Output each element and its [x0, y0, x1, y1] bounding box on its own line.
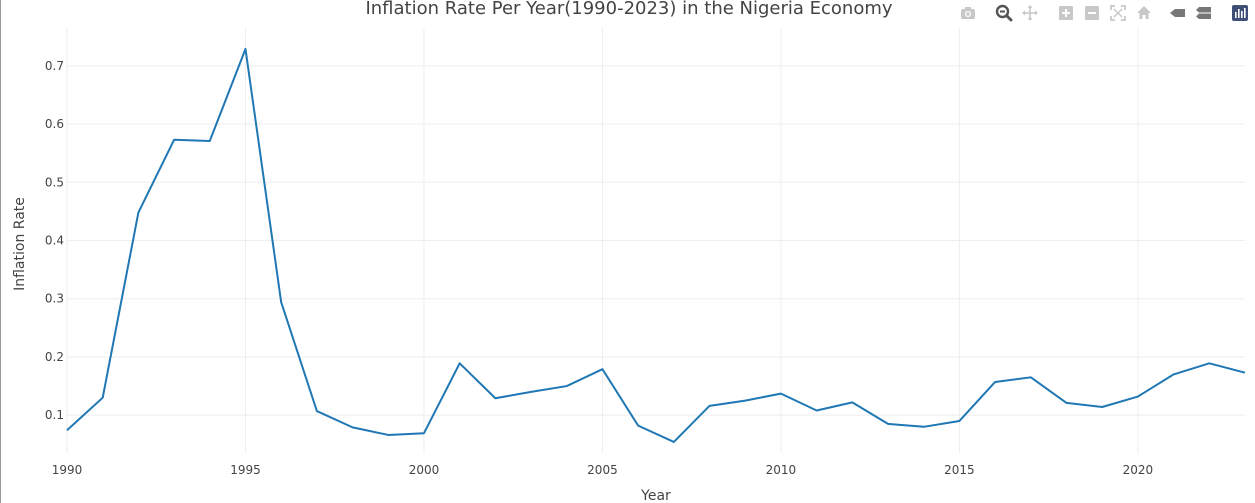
- y-tick-label: 0.1: [45, 408, 64, 422]
- data-point[interactable]: [1206, 360, 1212, 366]
- x-tick-label: 2020: [1123, 463, 1154, 477]
- pan-icon[interactable]: [1020, 3, 1040, 23]
- data-point[interactable]: [242, 46, 248, 52]
- data-point[interactable]: [314, 408, 320, 414]
- x-tick-label: 2010: [766, 463, 797, 477]
- data-point[interactable]: [492, 395, 498, 401]
- y-axis-ticks: 0.1 0.2 0.3 0.4 0.5 0.6 0.7: [45, 59, 64, 422]
- data-point[interactable]: [992, 379, 998, 385]
- frame-edge: [0, 0, 1, 503]
- hover-closest-icon[interactable]: [1168, 3, 1188, 23]
- autoscale-icon[interactable]: [1108, 3, 1128, 23]
- data-point[interactable]: [671, 439, 677, 445]
- chart-title: Inflation Rate Per Year(1990-2023) in th…: [365, 0, 892, 19]
- data-point[interactable]: [207, 138, 213, 144]
- data-point[interactable]: [921, 424, 927, 430]
- data-point[interactable]: [1171, 371, 1177, 377]
- zoom-out-icon[interactable]: [1082, 3, 1102, 23]
- x-tick-label: 2015: [944, 463, 975, 477]
- data-point[interactable]: [278, 299, 284, 305]
- y-tick-label: 0.6: [45, 117, 64, 131]
- data-point[interactable]: [956, 418, 962, 424]
- x-tick-label: 1995: [230, 463, 261, 477]
- x-axis-title: Year: [640, 488, 671, 503]
- data-point[interactable]: [135, 210, 141, 216]
- data-point[interactable]: [385, 432, 391, 438]
- data-point[interactable]: [564, 383, 570, 389]
- zoom-in-icon[interactable]: [1056, 3, 1076, 23]
- data-point[interactable]: [1099, 404, 1105, 410]
- data-point[interactable]: [707, 403, 713, 409]
- reset-axes-icon[interactable]: [1134, 3, 1154, 23]
- data-point[interactable]: [64, 427, 70, 433]
- data-point[interactable]: [849, 399, 855, 405]
- data-point[interactable]: [814, 408, 820, 414]
- data-point[interactable]: [171, 137, 177, 143]
- series-line-layer: [64, 46, 1248, 445]
- hover-compare-icon[interactable]: [1194, 3, 1214, 23]
- x-tick-label: 2005: [587, 463, 618, 477]
- plotly-logo-icon[interactable]: [1230, 3, 1250, 23]
- data-point[interactable]: [778, 391, 784, 397]
- y-tick-label: 0.3: [45, 292, 64, 306]
- data-point[interactable]: [635, 423, 641, 429]
- data-point[interactable]: [742, 398, 748, 404]
- data-point[interactable]: [885, 421, 891, 427]
- x-axis-ticks: 1990 1995 2000 2005 2010 2015 2020: [52, 463, 1153, 477]
- camera-icon[interactable]: [958, 3, 978, 23]
- data-point[interactable]: [1064, 400, 1070, 406]
- data-point[interactable]: [100, 395, 106, 401]
- x-tick-label: 2000: [409, 463, 440, 477]
- series-line: [66, 47, 1246, 443]
- y-axis-title: Inflation Rate: [12, 197, 28, 291]
- data-point[interactable]: [457, 360, 463, 366]
- grid-lines: [66, 28, 1245, 453]
- data-point[interactable]: [350, 424, 356, 430]
- y-tick-label: 0.5: [45, 175, 64, 189]
- data-point[interactable]: [1242, 370, 1248, 376]
- data-point[interactable]: [599, 366, 605, 372]
- y-tick-label: 0.7: [45, 59, 64, 73]
- zoom-icon[interactable]: [994, 3, 1014, 23]
- data-point[interactable]: [1028, 374, 1034, 380]
- y-tick-label: 0.2: [45, 350, 64, 364]
- data-point[interactable]: [528, 389, 534, 395]
- y-tick-label: 0.4: [45, 234, 64, 248]
- data-point[interactable]: [421, 430, 427, 436]
- x-tick-label: 1990: [52, 463, 83, 477]
- data-point[interactable]: [1135, 394, 1141, 400]
